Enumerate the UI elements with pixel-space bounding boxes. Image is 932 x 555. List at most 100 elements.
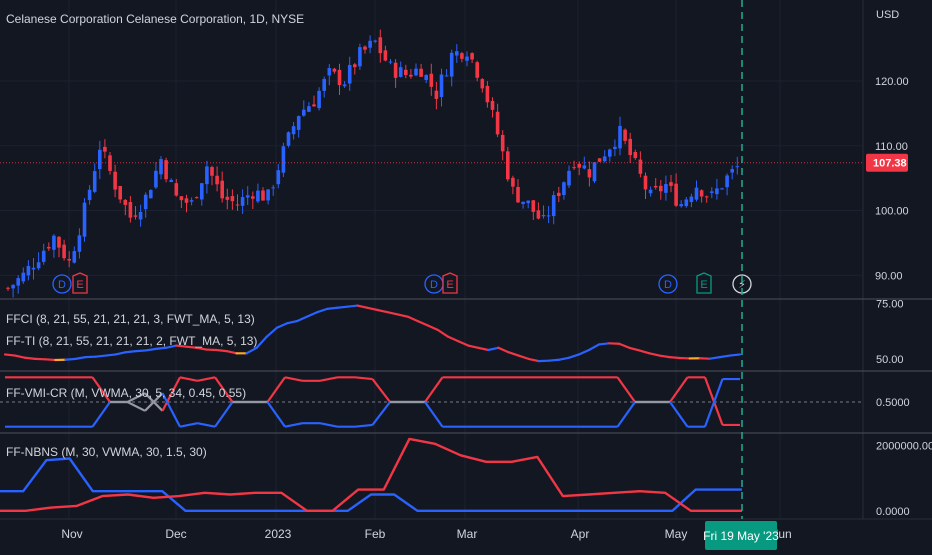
candle[interactable]: [88, 185, 92, 205]
candle[interactable]: [572, 161, 576, 170]
candle[interactable]: [389, 59, 393, 64]
candle[interactable]: [11, 284, 15, 297]
candle[interactable]: [246, 186, 250, 205]
candle[interactable]: [460, 52, 464, 62]
candle[interactable]: [42, 244, 46, 265]
candle[interactable]: [113, 165, 117, 198]
candle[interactable]: [659, 180, 663, 200]
candle[interactable]: [690, 194, 694, 207]
candle[interactable]: [226, 189, 230, 210]
candle[interactable]: [715, 179, 719, 200]
candle[interactable]: [205, 161, 209, 194]
candle[interactable]: [307, 102, 311, 112]
candle[interactable]: [379, 29, 383, 62]
candle[interactable]: [52, 234, 56, 258]
candle[interactable]: [348, 57, 352, 91]
candle[interactable]: [78, 228, 82, 258]
candle[interactable]: [57, 236, 61, 257]
candle[interactable]: [679, 200, 683, 208]
candle[interactable]: [149, 189, 153, 198]
candle[interactable]: [287, 131, 291, 147]
candle[interactable]: [720, 188, 724, 190]
candle[interactable]: [623, 128, 627, 144]
candle[interactable]: [185, 195, 189, 213]
candle[interactable]: [470, 52, 474, 63]
candle[interactable]: [725, 173, 729, 195]
candle[interactable]: [730, 165, 734, 179]
candle[interactable]: [394, 59, 398, 88]
candle[interactable]: [618, 117, 622, 155]
candle[interactable]: [108, 152, 112, 175]
candle[interactable]: [424, 74, 428, 83]
candle[interactable]: [363, 45, 367, 53]
candle[interactable]: [664, 176, 668, 201]
candle[interactable]: [343, 81, 347, 88]
candle[interactable]: [373, 40, 377, 43]
candle[interactable]: [180, 196, 184, 208]
candle[interactable]: [465, 51, 469, 66]
candle[interactable]: [634, 150, 638, 160]
candle[interactable]: [16, 275, 20, 294]
candle[interactable]: [236, 194, 240, 210]
candle[interactable]: [547, 206, 551, 223]
candle[interactable]: [532, 200, 536, 220]
candle[interactable]: [384, 46, 388, 62]
candle[interactable]: [419, 64, 423, 77]
candle[interactable]: [277, 164, 281, 188]
candle[interactable]: [302, 100, 306, 116]
candle[interactable]: [118, 186, 122, 203]
candle[interactable]: [322, 77, 326, 98]
candle[interactable]: [475, 61, 479, 81]
candle[interactable]: [496, 104, 500, 137]
candle[interactable]: [261, 187, 265, 201]
candle[interactable]: [654, 178, 658, 190]
event-marker[interactable]: D: [53, 275, 71, 293]
candle[interactable]: [353, 63, 357, 75]
candle[interactable]: [516, 179, 520, 203]
event-marker[interactable]: D: [659, 275, 677, 293]
candle[interactable]: [312, 96, 316, 107]
candle[interactable]: [649, 186, 653, 196]
event-marker[interactable]: E: [443, 273, 457, 293]
candle[interactable]: [124, 199, 128, 215]
candle[interactable]: [175, 179, 179, 197]
candle[interactable]: [139, 205, 143, 227]
candle[interactable]: [47, 242, 51, 251]
candle[interactable]: [358, 44, 362, 70]
candle[interactable]: [521, 202, 525, 209]
candle[interactable]: [328, 64, 332, 85]
candle[interactable]: [404, 65, 408, 78]
candle[interactable]: [445, 69, 449, 77]
candle[interactable]: [27, 260, 31, 280]
candle[interactable]: [639, 151, 643, 177]
candle[interactable]: [674, 173, 678, 207]
candle[interactable]: [200, 183, 204, 206]
candle[interactable]: [32, 258, 36, 279]
candle[interactable]: [98, 141, 102, 179]
candle[interactable]: [608, 149, 612, 162]
candle[interactable]: [154, 162, 158, 189]
candle[interactable]: [338, 64, 342, 95]
candle[interactable]: [455, 44, 459, 63]
event-marker[interactable]: E: [697, 273, 711, 293]
candle[interactable]: [67, 251, 71, 267]
candle[interactable]: [210, 166, 214, 185]
candle[interactable]: [195, 196, 199, 198]
candle[interactable]: [317, 87, 321, 110]
candle[interactable]: [409, 69, 413, 79]
candle[interactable]: [164, 158, 168, 183]
candle[interactable]: [542, 205, 546, 218]
candle[interactable]: [62, 240, 66, 261]
candle[interactable]: [613, 139, 617, 156]
candle[interactable]: [526, 200, 530, 208]
candle[interactable]: [552, 191, 556, 224]
candle[interactable]: [292, 122, 296, 139]
candle[interactable]: [588, 161, 592, 186]
candle[interactable]: [628, 133, 632, 163]
candle[interactable]: [562, 181, 566, 199]
candle[interactable]: [368, 35, 372, 53]
candle[interactable]: [593, 162, 597, 183]
candle[interactable]: [537, 202, 541, 219]
candle[interactable]: [144, 192, 148, 217]
